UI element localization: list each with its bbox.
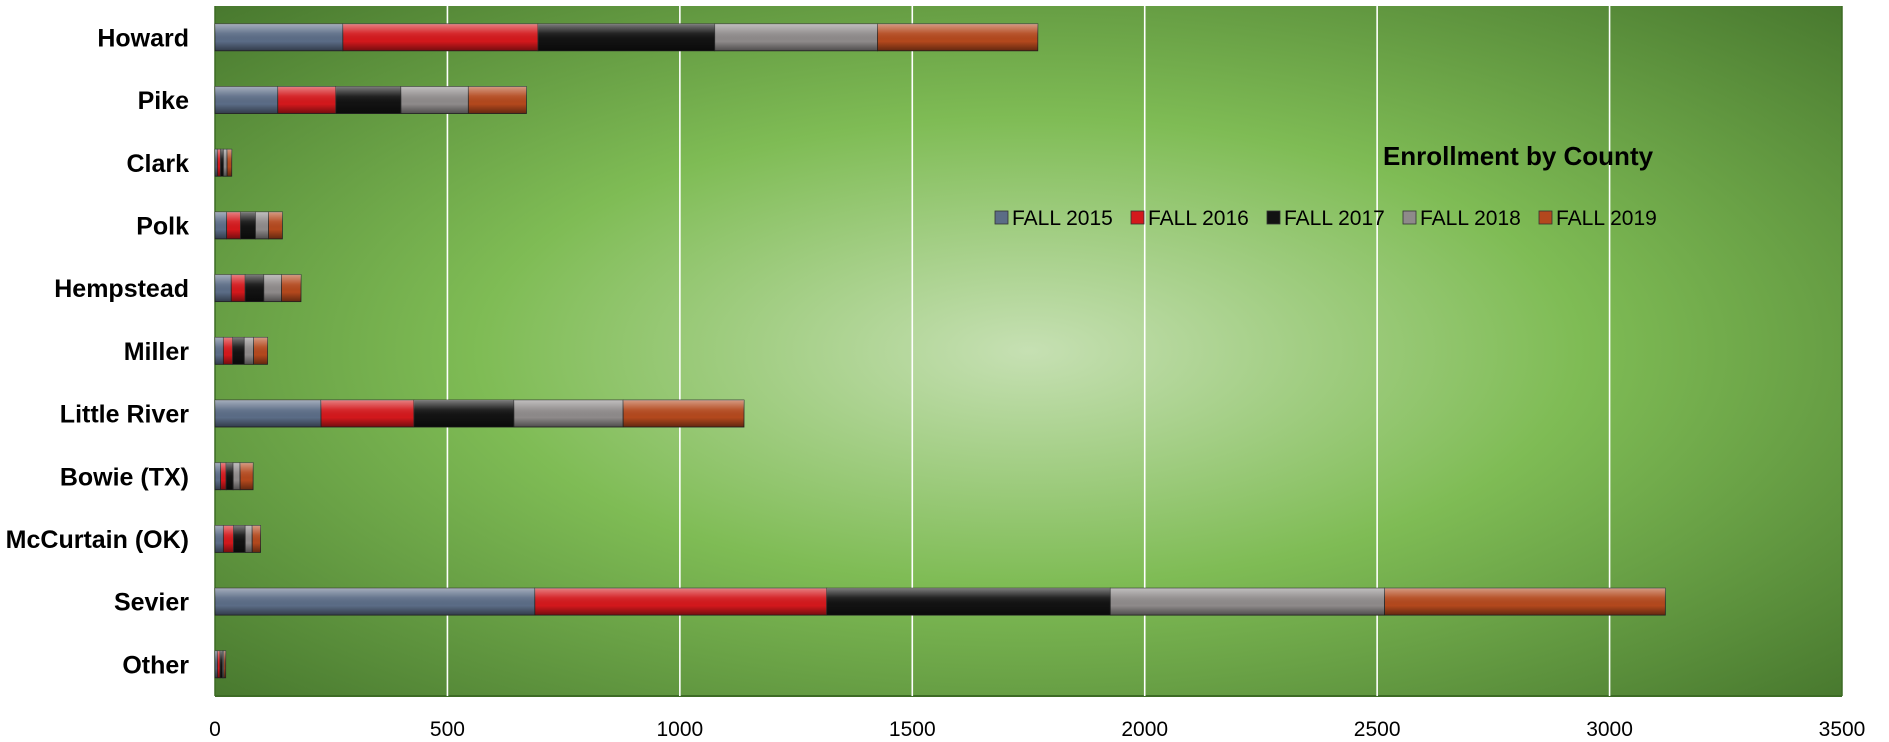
x-tick-label: 3000 [1586,718,1633,741]
bar-shading [826,588,1111,616]
bar-shading [252,525,261,553]
x-tick-labels: 0 500 1000 1500 2000 2500 3000 3500 [209,718,1865,741]
chart-title: Enrollment by County [1383,141,1654,171]
bar-shading [1110,588,1385,616]
bar-shading [335,86,401,114]
category-label-mccurtain-ok: McCurtain (OK) [6,526,189,554]
bar-shading [538,23,715,51]
bar-shading [253,337,268,365]
category-label-miller: Miller [124,338,190,366]
bar-shading [232,337,245,365]
x-tick-label: 500 [430,718,465,741]
gridlines [446,6,1611,696]
bar-shading [240,462,254,490]
bar-shading [714,23,878,51]
x-tick-label: 2500 [1354,718,1401,741]
bar-shading [217,149,221,177]
bars [214,23,1666,679]
bar-shading [215,462,221,490]
bar-shading [217,650,221,678]
bar-shading [223,525,234,553]
bar-shading [413,400,514,428]
bar-shading [220,462,227,490]
legend-label-fall-2015: FALL 2015 [1012,207,1113,230]
x-tick-label: 0 [209,718,221,741]
legend: FALL 2015 FALL 2016 FALL 2017 FALL 2018 FALL… [994,207,1657,230]
bar-shading [320,400,414,428]
bar-shading [342,23,539,51]
bar-shading [215,337,224,365]
bar-shading [231,274,246,302]
legend-label-fall-2016: FALL 2016 [1148,207,1249,230]
category-label-polk: Polk [136,212,189,240]
bar-shading [223,337,233,365]
bar-shading [227,149,232,177]
bar-shading [245,274,264,302]
bar-shading [263,274,282,302]
category-label-clark: Clark [126,150,189,178]
plot-area [215,6,1842,696]
bar-shading [215,525,224,553]
bar-shading [215,588,535,616]
bar-shading [233,462,241,490]
legend-label-fall-2019: FALL 2019 [1556,207,1657,230]
bar-shading [268,211,283,239]
bar-shading [877,23,1038,51]
bar-shading [223,149,228,177]
category-label-sevier: Sevier [114,589,189,617]
bar-shading [623,400,745,428]
bar-shading [1384,588,1666,616]
category-label-little-river: Little River [60,401,189,429]
legend-label-fall-2017: FALL 2017 [1284,207,1385,230]
bar-shading [513,400,624,428]
bar-shading [281,274,301,302]
bar-shading [215,149,218,177]
category-label-pike: Pike [138,87,190,115]
category-labels: Howard Pike Clark Polk Hempstead Miller Little… [6,24,190,679]
bar-shading [240,211,256,239]
legend-label-fall-2018: FALL 2018 [1420,207,1521,230]
bar-shading [226,211,241,239]
x-tick-label: 1000 [656,718,703,741]
bar-shading [244,337,254,365]
x-tick-label: 3500 [1819,718,1866,741]
legend-swatch-fall-2016 [1130,210,1145,225]
bar-shading [215,274,232,302]
bar-shading [215,211,227,239]
legend-swatch-fall-2018 [1402,210,1417,225]
category-label-bowie-tx: Bowie (TX) [60,463,189,491]
bar-shading [215,23,343,51]
bar-shading [255,211,269,239]
bar-shading [220,149,224,177]
legend-swatch-fall-2017 [1266,210,1281,225]
bar-shading [534,588,827,616]
legend-swatch-fall-2015 [994,210,1009,225]
bar-shading [223,650,226,678]
bar-shading [277,86,336,114]
x-tick-label: 2000 [1121,718,1168,741]
category-label-hempstead: Hempstead [54,275,189,303]
bar-shading [215,650,218,678]
category-label-other: Other [122,651,189,679]
bar-shading [226,462,234,490]
bar-shading [220,650,223,678]
category-label-howard: Howard [97,24,189,52]
bar-shading [468,86,527,114]
legend-swatch-fall-2019 [1538,210,1553,225]
bar-shading [400,86,469,114]
bar-shading [245,525,253,553]
bar-shading [233,525,246,553]
x-tick-label: 1500 [889,718,936,741]
bar-shading [215,400,321,428]
bar-shading [222,650,224,678]
bar-shading [215,86,278,114]
